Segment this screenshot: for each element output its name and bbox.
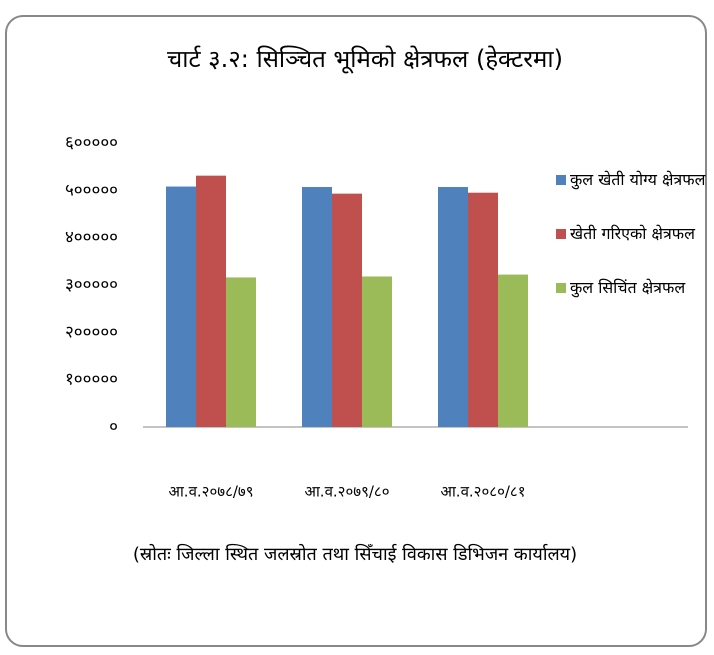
bar <box>332 193 362 427</box>
legend-item: कुल खेती योग्य क्षेत्रफल <box>556 168 706 192</box>
bar <box>302 187 332 427</box>
bar <box>166 186 196 427</box>
x-tick-label: आ.व.२०७८/७९ <box>168 483 253 501</box>
bar <box>226 277 256 427</box>
y-tick-label: ६००००० <box>65 133 118 153</box>
legend: कुल खेती योग्य क्षेत्रफल खेती गरिएको क्षे… <box>556 168 706 330</box>
x-tick-label: आ.व.२०८०/८१ <box>440 483 525 501</box>
bar <box>362 276 392 427</box>
bar <box>498 274 528 427</box>
source-note: (स्रोतः जिल्ला स्थित जलस्रोत तथा सिँचाई … <box>132 544 578 565</box>
y-tick-label: ३००००० <box>65 275 118 295</box>
y-tick-label: १००००० <box>65 370 118 390</box>
legend-label: खेती गरिएको क्षेत्रफल <box>570 224 695 243</box>
x-tick-label: आ.व.२०७९/८० <box>304 483 389 501</box>
y-tick-label: ५००००० <box>65 180 118 200</box>
y-tick-label: ० <box>109 417 118 437</box>
legend-swatch <box>556 175 566 185</box>
y-tick-label: २००००० <box>65 322 118 342</box>
legend-label: कुल खेती योग्य क्षेत्रफल <box>570 170 706 189</box>
chart-title: चार्ट ३.२: सिञ्चित भूमिको क्षेत्रफल (हेक… <box>167 45 563 74</box>
legend-item: खेती गरिएको क्षेत्रफल <box>556 222 706 246</box>
bar <box>196 175 226 427</box>
legend-swatch <box>556 283 566 293</box>
legend-item: कुल सिचिंत क्षेत्रफल <box>556 276 706 300</box>
bar <box>468 192 498 427</box>
legend-label: कुल सिचिंत क्षेत्रफल <box>570 278 686 297</box>
legend-swatch <box>556 229 566 239</box>
y-tick-label: ४००००० <box>65 228 118 248</box>
bar <box>438 187 468 427</box>
chart-frame <box>5 15 707 647</box>
